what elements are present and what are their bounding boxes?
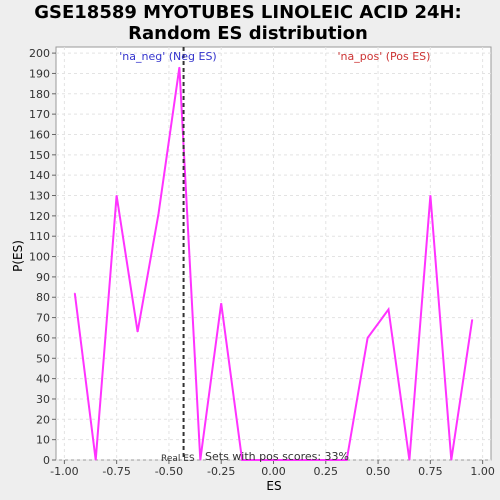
y-tick-label: 90 [36,271,50,284]
y-tick-label: 70 [36,312,50,325]
chart-title-line1: GSE18589 MYOTUBES LINOLEIC ACID 24H: [34,2,462,23]
chart-title-line2: Random ES distribution [128,23,368,44]
y-tick-label: 150 [29,149,50,162]
y-tick-label: 100 [29,251,50,264]
data-point [262,459,264,461]
data-point [116,195,118,197]
data-point [241,459,243,461]
y-tick-label: 50 [36,352,50,365]
series-group [73,66,474,461]
y-tick-label: 110 [29,230,50,243]
y-tick-label: 30 [36,393,50,406]
data-point [471,319,473,321]
data-point [157,213,159,215]
data-point [429,195,431,197]
data-point [304,459,306,461]
x-tick-label: 0.25 [314,465,339,478]
x-tick-label: -0.75 [102,465,130,478]
y-axis-label: P(ES) [11,240,25,272]
data-point [388,308,390,310]
sets-pos-annotation: Sets with pos scores: 33% [205,450,349,463]
x-tick-label: 0.00 [261,465,286,478]
y-tick-label: 60 [36,332,50,345]
y-tick-label: 20 [36,413,50,426]
y-tick-label: 160 [29,128,50,141]
data-point [408,459,410,461]
y-tick-label: 190 [29,67,50,80]
y-tick-label: 180 [29,88,50,101]
y-tick-label: 170 [29,108,50,121]
x-tick-label: 0.75 [418,465,443,478]
x-axis: -1.00 -0.75 -0.50 -0.25 0.00 0.25 0.50 0.75 1.00 [50,460,495,478]
y-tick-label: 0 [43,454,50,467]
y-tick-label: 80 [36,291,50,304]
y-tick-label: 40 [36,373,50,386]
data-point [367,337,369,339]
data-point [325,459,327,461]
y-tick-label: 140 [29,169,50,182]
data-point [346,459,348,461]
neg-annotation: 'na_neg' (Neg ES) [119,50,216,63]
data-point [199,459,201,461]
x-tick-label: -0.25 [207,465,235,478]
data-point [74,292,76,294]
x-tick-label: -1.00 [50,465,78,478]
y-axis: 0 10 20 30 40 50 60 70 80 90 100 110 120 130 140 150 160… [29,47,56,467]
x-tick-label: 1.00 [470,465,495,478]
x-axis-label: ES [266,479,281,493]
x-tick-label: -0.50 [155,465,183,478]
y-tick-label: 130 [29,190,50,203]
data-point [137,331,139,333]
y-tick-label: 200 [29,47,50,60]
data-point [450,459,452,461]
real-es-label: Real ES [161,454,195,464]
series-line [73,67,474,461]
data-point [95,459,97,461]
y-tick-label: 10 [36,434,50,447]
data-point [178,66,180,68]
x-tick-label: 0.50 [366,465,391,478]
pos-annotation: 'na_pos' (Pos ES) [338,50,431,63]
data-point [220,302,222,304]
data-point [283,459,285,461]
y-tick-label: 120 [29,210,50,223]
